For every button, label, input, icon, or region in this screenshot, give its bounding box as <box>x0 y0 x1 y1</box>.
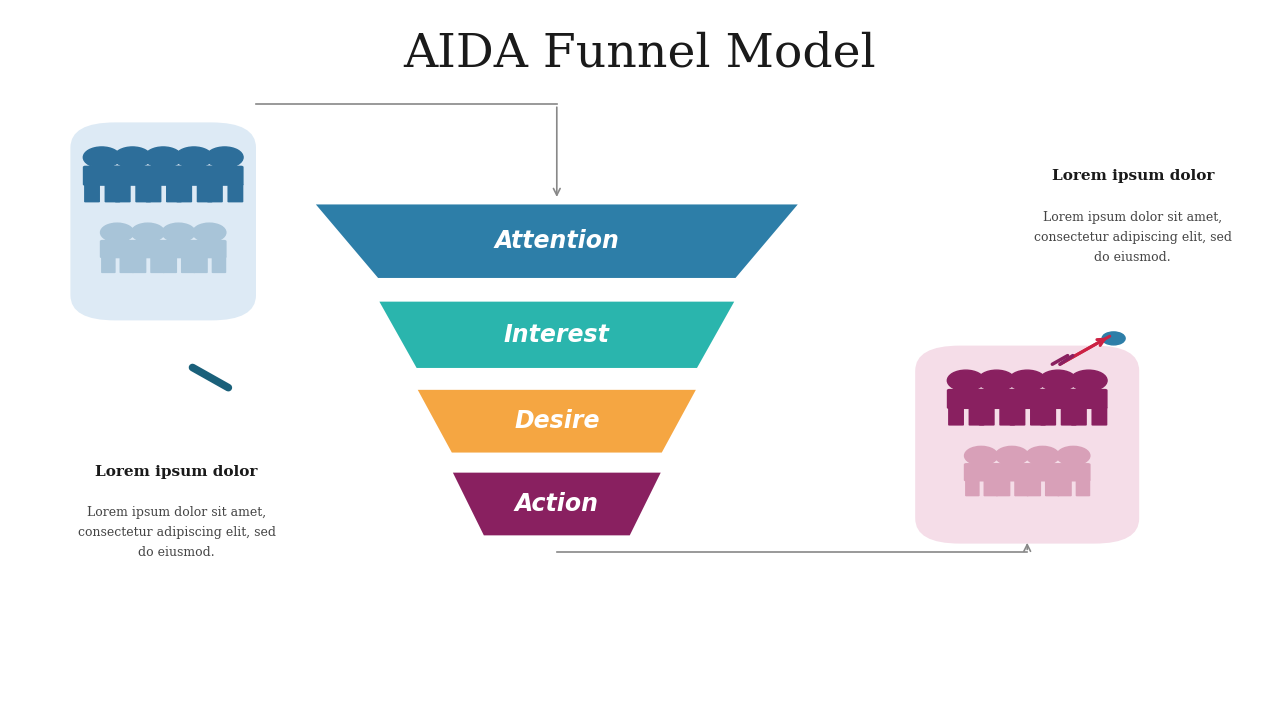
Circle shape <box>965 446 997 465</box>
FancyBboxPatch shape <box>1061 407 1076 426</box>
Circle shape <box>175 147 212 168</box>
Circle shape <box>163 223 195 242</box>
Polygon shape <box>416 389 698 454</box>
FancyBboxPatch shape <box>947 389 984 409</box>
FancyBboxPatch shape <box>983 480 998 496</box>
Circle shape <box>947 370 984 391</box>
FancyBboxPatch shape <box>1044 480 1060 496</box>
FancyBboxPatch shape <box>978 389 1015 409</box>
FancyBboxPatch shape <box>969 407 984 426</box>
FancyBboxPatch shape <box>964 463 998 482</box>
FancyBboxPatch shape <box>146 184 161 202</box>
FancyBboxPatch shape <box>193 256 207 273</box>
Polygon shape <box>314 204 800 279</box>
Text: Desire: Desire <box>515 409 599 433</box>
FancyBboxPatch shape <box>100 240 134 258</box>
Circle shape <box>114 147 151 168</box>
Text: Lorem ipsum dolor: Lorem ipsum dolor <box>1052 169 1213 184</box>
FancyBboxPatch shape <box>119 256 134 273</box>
Text: Lorem ipsum dolor sit amet,
consectetur adipiscing elit, sed
do eiusmod.: Lorem ipsum dolor sit amet, consectetur … <box>1034 211 1231 264</box>
FancyBboxPatch shape <box>83 166 120 186</box>
FancyBboxPatch shape <box>207 184 223 202</box>
FancyBboxPatch shape <box>136 184 151 202</box>
FancyBboxPatch shape <box>1039 389 1076 409</box>
Text: Lorem ipsum dolor: Lorem ipsum dolor <box>96 464 257 479</box>
Circle shape <box>101 223 133 242</box>
FancyBboxPatch shape <box>180 256 196 273</box>
Polygon shape <box>452 472 663 536</box>
Text: Action: Action <box>515 492 599 516</box>
FancyBboxPatch shape <box>161 240 196 258</box>
Circle shape <box>145 147 182 168</box>
FancyBboxPatch shape <box>965 480 979 496</box>
Circle shape <box>1009 370 1046 391</box>
FancyBboxPatch shape <box>166 184 182 202</box>
FancyBboxPatch shape <box>915 346 1139 544</box>
Circle shape <box>1057 446 1089 465</box>
FancyBboxPatch shape <box>84 184 100 202</box>
FancyBboxPatch shape <box>192 240 227 258</box>
FancyBboxPatch shape <box>177 184 192 202</box>
FancyBboxPatch shape <box>1000 407 1015 426</box>
FancyBboxPatch shape <box>228 184 243 202</box>
FancyBboxPatch shape <box>197 184 212 202</box>
Text: Attention: Attention <box>494 229 620 253</box>
FancyBboxPatch shape <box>1075 480 1091 496</box>
Text: Interest: Interest <box>504 323 609 347</box>
Circle shape <box>1070 370 1107 391</box>
FancyBboxPatch shape <box>131 240 165 258</box>
FancyBboxPatch shape <box>979 407 995 426</box>
FancyBboxPatch shape <box>175 166 212 186</box>
Circle shape <box>1102 332 1125 345</box>
FancyBboxPatch shape <box>1092 407 1107 426</box>
Circle shape <box>193 223 225 242</box>
FancyBboxPatch shape <box>995 463 1029 482</box>
FancyBboxPatch shape <box>115 184 131 202</box>
FancyBboxPatch shape <box>150 256 165 273</box>
Circle shape <box>132 223 164 242</box>
Polygon shape <box>378 301 736 369</box>
Circle shape <box>978 370 1015 391</box>
FancyBboxPatch shape <box>1041 407 1056 426</box>
FancyBboxPatch shape <box>1071 407 1087 426</box>
FancyBboxPatch shape <box>163 256 177 273</box>
FancyBboxPatch shape <box>1010 407 1025 426</box>
FancyBboxPatch shape <box>996 480 1010 496</box>
Text: Lorem ipsum dolor sit amet,
consectetur adipiscing elit, sed
do eiusmod.: Lorem ipsum dolor sit amet, consectetur … <box>78 506 275 559</box>
Circle shape <box>206 147 243 168</box>
FancyBboxPatch shape <box>145 166 182 186</box>
FancyBboxPatch shape <box>1009 389 1046 409</box>
FancyBboxPatch shape <box>206 166 243 186</box>
FancyBboxPatch shape <box>70 122 256 320</box>
FancyBboxPatch shape <box>211 256 227 273</box>
Circle shape <box>132 333 201 372</box>
FancyBboxPatch shape <box>1030 407 1046 426</box>
FancyBboxPatch shape <box>948 407 964 426</box>
FancyBboxPatch shape <box>105 184 120 202</box>
Text: AIDA Funnel Model: AIDA Funnel Model <box>403 32 877 76</box>
Circle shape <box>83 147 120 168</box>
FancyBboxPatch shape <box>1025 463 1060 482</box>
Circle shape <box>1027 446 1059 465</box>
FancyBboxPatch shape <box>1070 389 1107 409</box>
FancyBboxPatch shape <box>1014 480 1029 496</box>
FancyBboxPatch shape <box>132 256 146 273</box>
FancyBboxPatch shape <box>1057 480 1071 496</box>
FancyBboxPatch shape <box>101 256 115 273</box>
FancyBboxPatch shape <box>1056 463 1091 482</box>
Circle shape <box>1039 370 1076 391</box>
FancyBboxPatch shape <box>1027 480 1041 496</box>
Circle shape <box>996 446 1028 465</box>
FancyBboxPatch shape <box>114 166 151 186</box>
